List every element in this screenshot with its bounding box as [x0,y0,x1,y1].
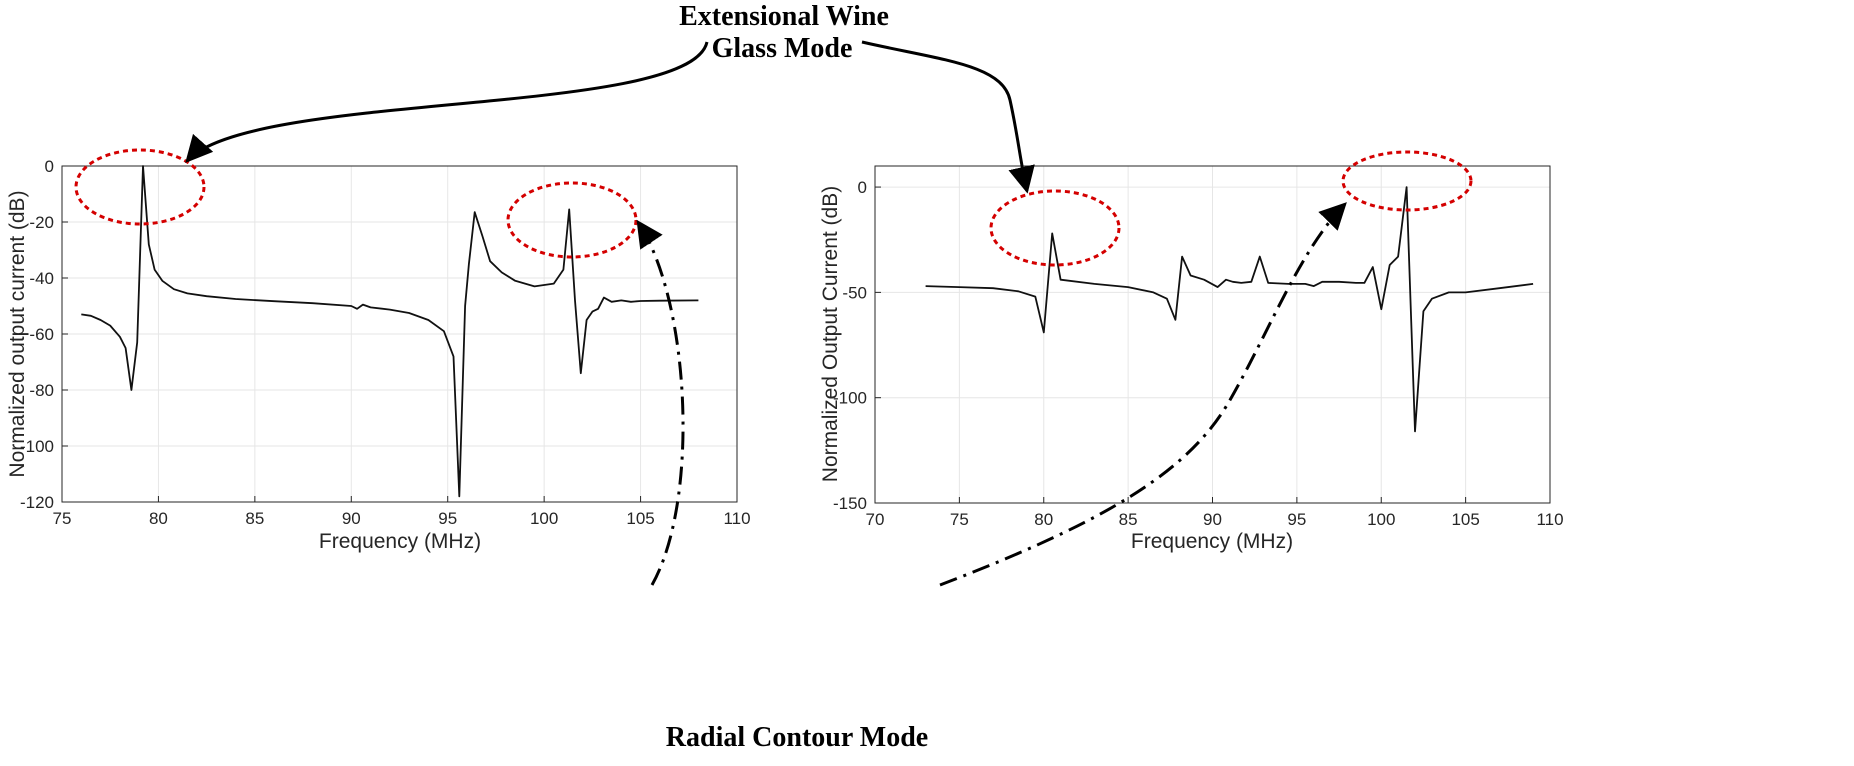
left-chart-x-tick-label: 90 [342,509,361,528]
left-chart-grid [61,165,738,503]
left-chart-y-tick-label: -40 [29,269,54,288]
left-chart-x-tick-label: 110 [723,509,750,528]
right-chart-x-tick-label: 90 [1203,510,1222,529]
left-chart-x-tick-label: 80 [149,509,168,528]
annotation-extensional-line1: Extensional Wine [679,1,889,32]
right-chart: 70 75 80 85 90 95 100 105 110 0 -50 -100 -150 Frequ… [819,165,1564,553]
ellipse-left-radial [506,181,638,259]
annotation-radial-contour: Radial Contour Mode [666,722,928,753]
left-chart-y-tick-label: -20 [29,213,54,232]
left-chart-y-ticks: 0 -20 -40 -60 -80 -100 -120 [20,157,68,512]
left-chart-x-tick-label: 75 [53,509,72,528]
right-chart-y-tick-label: -150 [833,494,867,513]
right-chart-series-line [925,186,1534,433]
left-chart-x-ticks: 75 80 85 90 95 100 105 110 [53,496,751,528]
right-chart-x-tick-label: 70 [866,510,885,529]
right-chart-y-tick-label: -50 [842,283,867,302]
left-chart-y-tick-label: -100 [20,437,54,456]
left-chart-x-tick-label: 100 [530,509,558,528]
right-chart-y-axis-label: Normalized Output Current (dB) [819,186,842,482]
right-chart-x-tick-label: 95 [1287,510,1306,529]
right-chart-x-tick-label: 110 [1536,510,1563,529]
right-chart-x-ticks: 70 75 80 85 90 95 100 105 110 [866,497,1564,529]
right-chart-x-tick-label: 80 [1034,510,1053,529]
right-chart-x-tick-label: 100 [1367,510,1395,529]
right-chart-x-axis-label: Frequency (MHz) [1131,530,1293,553]
right-chart-x-tick-label: 85 [1119,510,1138,529]
arrow-radial-left [636,219,685,586]
ellipse-left-extensional [74,148,206,226]
arrow-radial-right [939,202,1347,587]
left-chart-y-tick-label: -80 [29,381,54,400]
left-chart-series-line [81,165,699,498]
right-chart-y-tick-label: -100 [833,389,867,408]
left-chart-y-tick-label: 0 [45,157,54,176]
right-chart-x-tick-label: 105 [1451,510,1479,529]
ellipse-right-radial [1341,150,1473,212]
right-chart-grid [874,166,1551,504]
left-chart-x-tick-label: 105 [626,509,654,528]
right-chart-y-tick-label: 0 [858,178,867,197]
ellipse-right-extensional [989,189,1121,267]
left-chart: 75 80 85 90 95 100 105 110 0 -20 -40 -60 -80 -100 -12… [6,157,751,553]
left-chart-y-tick-label: -60 [29,325,54,344]
left-chart-x-tick-label: 85 [245,509,264,528]
arrow-extensional-left [185,41,709,164]
right-chart-y-ticks: 0 -50 -100 -150 [833,178,881,513]
left-chart-x-tick-label: 95 [438,509,457,528]
left-chart-y-tick-label: -120 [20,493,54,512]
left-chart-x-axis-label: Frequency (MHz) [319,530,481,553]
left-chart-y-axis-label: Normalized output current (dB) [6,190,29,477]
right-chart-x-tick-label: 75 [950,510,969,529]
annotation-extensional-line2: Glass Mode [712,33,853,64]
arrow-extensional-right [861,40,1035,194]
